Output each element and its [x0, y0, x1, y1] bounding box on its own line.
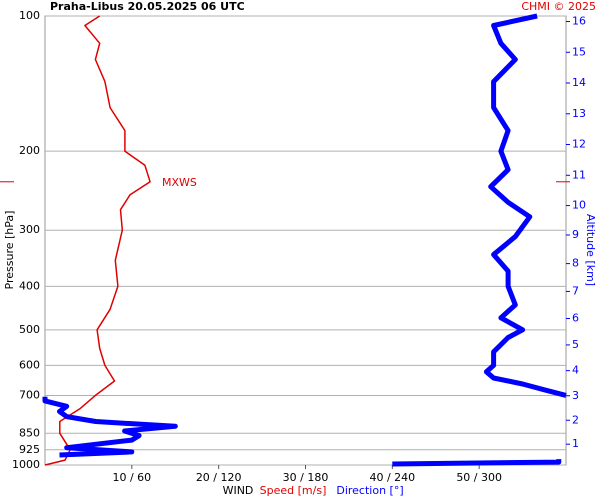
y-tick-label: 925	[19, 443, 40, 456]
y2-tick-label: 2	[572, 413, 579, 426]
x-tick-label: 10 / 60	[112, 471, 151, 484]
y2-tick-label: 11	[572, 168, 586, 181]
y2-tick-label: 4	[572, 364, 579, 377]
y-tick-label: 700	[19, 388, 40, 401]
profile-line	[42, 13, 567, 467]
x-tick-label: 50 / 300	[456, 471, 502, 484]
y2-tick-label: 13	[572, 107, 586, 120]
legend-speed: Speed [m/s]	[260, 484, 327, 497]
credit: CHMI © 2025	[521, 0, 596, 13]
y2-tick-label: 14	[572, 76, 586, 89]
y-tick-label: 300	[19, 223, 40, 236]
y2-tick-label: 16	[572, 15, 586, 28]
x-tick-label: 40 / 240	[369, 471, 415, 484]
y2-axis-label: Altitude [km]	[584, 214, 597, 286]
y-tick-label: 1000	[12, 458, 40, 471]
y-tick-label: 500	[19, 323, 40, 336]
legend-direction: Direction [°]	[336, 484, 403, 497]
mxws-label: MXWS	[162, 176, 197, 189]
y2-tick-label: 10	[572, 199, 586, 212]
y-tick-label: 200	[19, 144, 40, 157]
y2-tick-label: 5	[572, 338, 579, 351]
y2-tick-label: 9	[572, 228, 579, 241]
y2-tick-label: 1	[572, 437, 579, 450]
y2-tick-label: 15	[572, 45, 586, 58]
y2-tick-label: 3	[572, 389, 579, 402]
y-tick-label: 850	[19, 426, 40, 439]
x-tick-label: 30 / 180	[283, 471, 329, 484]
y-tick-label: 100	[19, 9, 40, 22]
y-axis-label: Pressure [hPa]	[3, 211, 16, 290]
y2-tick-label: 7	[572, 284, 579, 297]
chart-title: Praha-Libus 20.05.2025 06 UTC	[50, 0, 245, 13]
y2-tick-label: 6	[572, 312, 579, 325]
y2-tick-label: 8	[572, 257, 579, 270]
y-tick-label: 600	[19, 358, 40, 371]
plot-frame	[44, 15, 567, 466]
profile-line	[44, 15, 151, 466]
y2-tick-label: 12	[572, 138, 586, 151]
y-tick-label: 400	[19, 279, 40, 292]
x-tick-label: 20 / 120	[196, 471, 242, 484]
x-axis-label: WIND	[223, 484, 254, 497]
